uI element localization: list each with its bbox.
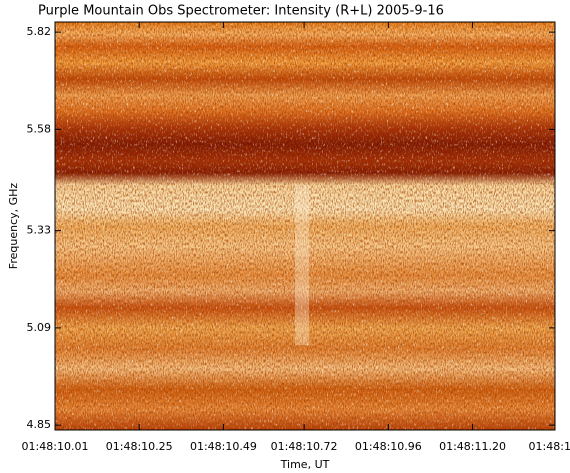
y-tick-label: 5.09 xyxy=(27,321,52,334)
chart-title: Purple Mountain Obs Spectrometer: Intens… xyxy=(38,4,444,19)
heatmap xyxy=(55,22,555,430)
x-tick-label: 01:48:11. xyxy=(529,440,570,453)
x-tick-label: 01:48:10.25 xyxy=(106,440,173,453)
x-tick-label: 01:48:10.01 xyxy=(22,440,89,453)
spectrogram-sparkle xyxy=(55,22,555,430)
x-tick-label: 01:48:10.72 xyxy=(271,440,338,453)
y-tick-label: 5.33 xyxy=(27,224,52,237)
x-tick-label: 01:48:10.96 xyxy=(355,440,422,453)
x-tick-label: 01:48:10.49 xyxy=(190,440,257,453)
burst-column xyxy=(295,185,309,345)
y-tick-label: 4.85 xyxy=(27,418,52,431)
y-axis-label: Frequency, GHz xyxy=(7,183,20,270)
y-tick-label: 5.58 xyxy=(27,122,52,135)
x-axis-label: Time, UT xyxy=(280,458,330,471)
x-tick-label: 01:48:11.20 xyxy=(439,440,506,453)
y-tick-label: 5.82 xyxy=(27,25,52,38)
plot-frame xyxy=(54,21,556,431)
